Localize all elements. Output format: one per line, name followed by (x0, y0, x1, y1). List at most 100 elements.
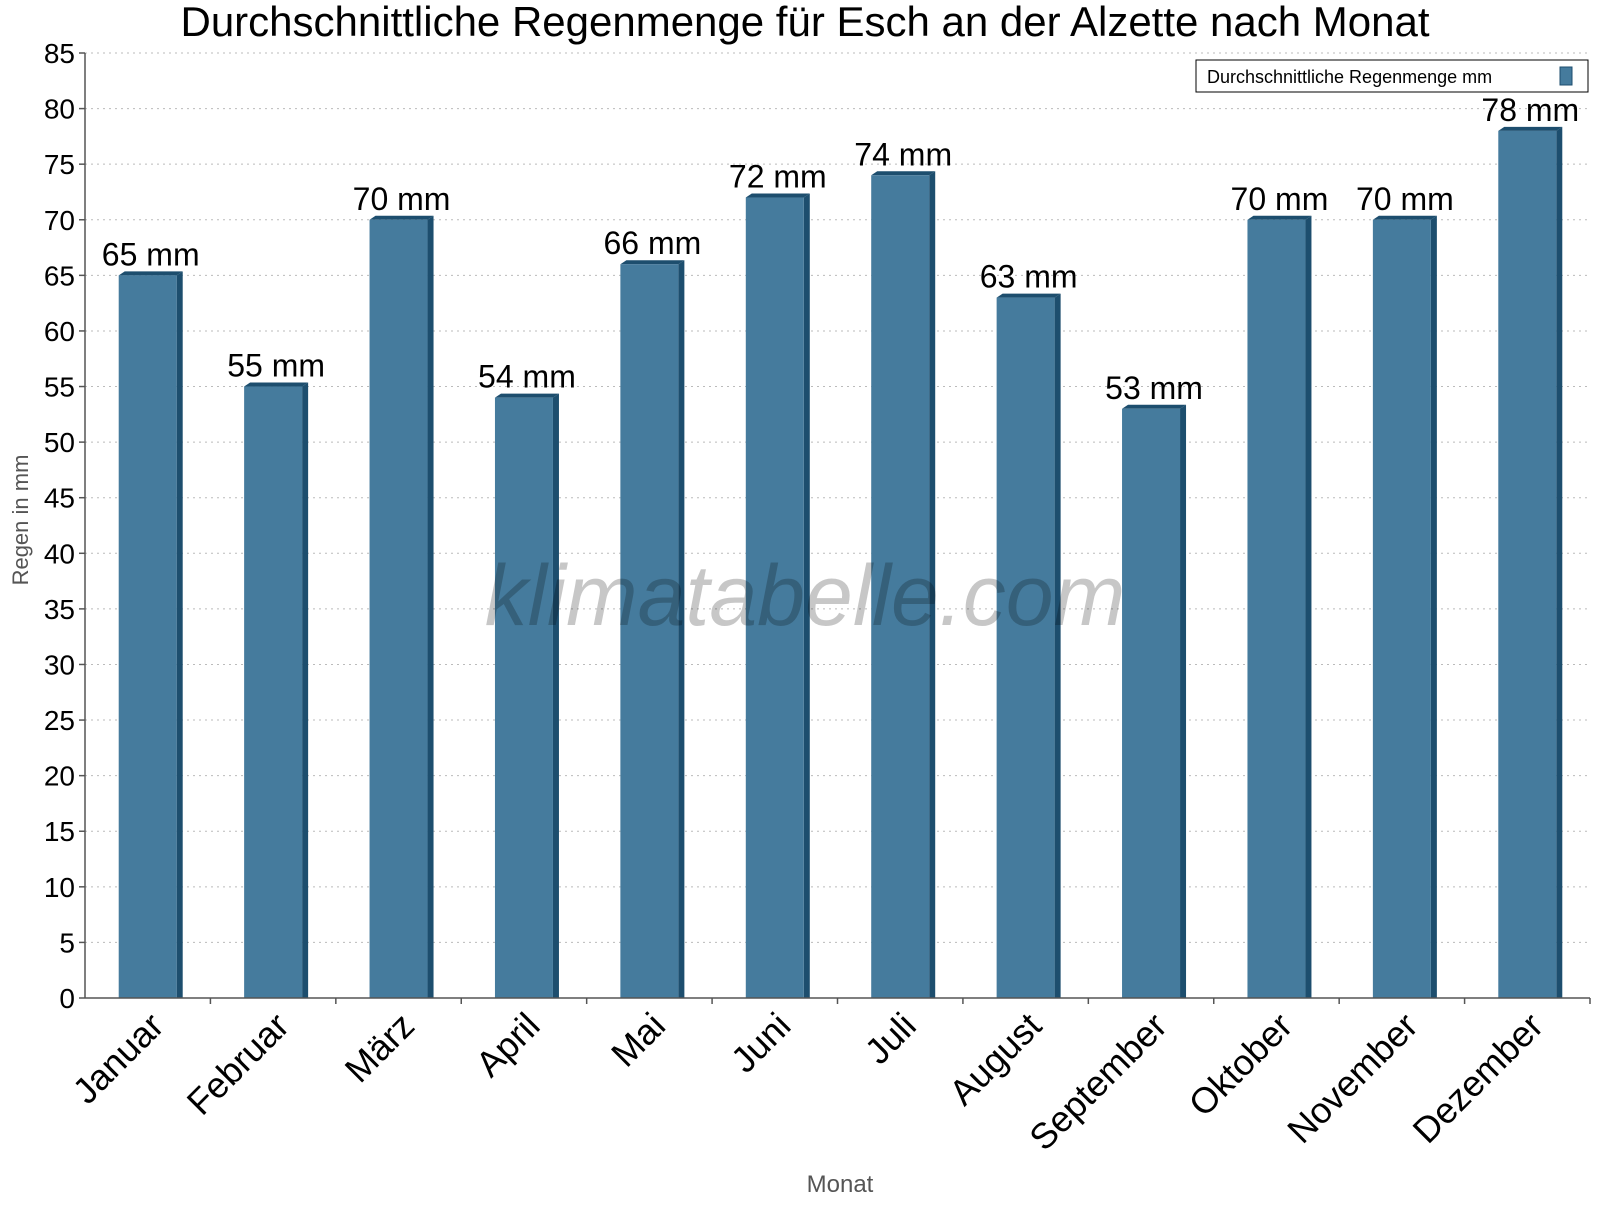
value-label: 74 mm (854, 136, 952, 172)
bar (1372, 215, 1437, 998)
x-tick-label: Januar (65, 1005, 172, 1112)
x-tick-label: Juni (723, 1005, 799, 1081)
bar-side (302, 382, 309, 998)
bar-top (996, 293, 1061, 298)
bar (871, 171, 936, 998)
y-tick-label: 25 (44, 705, 75, 736)
bar-front (620, 264, 679, 998)
x-tick-label: Oktober (1181, 1005, 1301, 1125)
bar-front (494, 397, 553, 998)
bar-top (745, 193, 810, 198)
bar (1498, 126, 1563, 998)
x-tick-label: Dezember (1405, 1005, 1551, 1151)
bar-side (929, 171, 936, 998)
bar-side (1180, 404, 1187, 998)
y-tick-label: 75 (44, 149, 75, 180)
y-tick-label: 35 (44, 594, 75, 625)
bar (1247, 215, 1312, 998)
x-axis-label: Monat (807, 1171, 874, 1198)
bar-side (803, 193, 810, 998)
bar-front (244, 386, 303, 998)
bar (745, 193, 810, 998)
bar-side (1556, 126, 1563, 998)
x-axis-ticks: Januar Februar März April Mai Juni Juli AugustS… (65, 998, 1591, 1159)
bar-top (871, 171, 936, 176)
x-tick-label: August (941, 1005, 1049, 1113)
bar-top (1372, 215, 1437, 220)
y-tick-label: 45 (44, 483, 75, 514)
bar (244, 382, 309, 998)
bar-front (369, 219, 428, 998)
legend-box (1195, 59, 1589, 93)
y-tick-label: 15 (44, 816, 75, 847)
bar-top (1498, 126, 1563, 131)
bar (996, 293, 1061, 998)
legend: Durchschnittliche Regenmenge mm (1195, 59, 1589, 93)
bar-side (176, 271, 183, 999)
x-tick-label: November (1279, 1005, 1425, 1151)
bar-top (620, 260, 685, 265)
x-tick-label: Juli (857, 1005, 924, 1072)
bar-side (1054, 293, 1061, 998)
y-tick-label: 65 (44, 260, 75, 291)
value-label: 54 mm (478, 359, 576, 395)
bar-front (1247, 219, 1306, 998)
bar-front (1372, 219, 1431, 998)
bar-front (871, 175, 930, 998)
bar (118, 271, 183, 999)
bar (620, 260, 685, 998)
y-tick-label: 60 (44, 316, 75, 347)
x-tick-label: Mai (603, 1005, 673, 1075)
value-label: 70 mm (1356, 181, 1454, 217)
x-tick-label: September (1021, 1005, 1175, 1159)
y-tick-label: 55 (44, 372, 75, 403)
value-labels: 65 mm 55 mm 70 mm 54 mm 66 mm 72 mm 74 mm 63 mm… (102, 92, 1579, 406)
bar-side (678, 260, 685, 998)
y-tick-label: 70 (44, 205, 75, 236)
bar-top (1247, 215, 1312, 220)
bar-top (118, 271, 183, 276)
y-tick-label: 50 (44, 427, 75, 458)
value-label: 70 mm (353, 181, 451, 217)
y-tick-label: 5 (59, 927, 75, 958)
chart-title: Durchschnittliche Regenmenge für Esch an… (180, 0, 1429, 45)
value-label: 55 mm (227, 348, 325, 384)
value-label: 65 mm (102, 236, 200, 272)
bar-side (1430, 215, 1437, 998)
value-label: 66 mm (603, 225, 701, 261)
bar-top (369, 215, 434, 220)
y-axis-ticks: 0 5 10 15 20 25 30 35 40 45 50 55 60 65 70 75 80 85 (44, 38, 85, 1014)
bar-side (552, 393, 559, 998)
y-tick-label: 10 (44, 872, 75, 903)
bar-top (494, 393, 559, 398)
bar (494, 393, 559, 998)
bar (369, 215, 434, 998)
bar (1122, 404, 1187, 998)
bar-top (1122, 404, 1187, 409)
value-label: 72 mm (729, 159, 827, 195)
bar-front (745, 197, 804, 998)
bar-front (1122, 408, 1181, 998)
bar-side (1305, 215, 1312, 998)
bar-front (1498, 130, 1557, 998)
legend-label: Durchschnittliche Regenmenge mm (1207, 67, 1492, 87)
value-label: 70 mm (1231, 181, 1329, 217)
value-label: 53 mm (1105, 370, 1203, 406)
value-label: 63 mm (980, 259, 1078, 295)
y-axis-label: Regen in mm (8, 455, 33, 586)
legend-swatch (1559, 66, 1573, 86)
bar-top (244, 382, 309, 387)
bar-front (996, 297, 1055, 998)
x-tick-label: März (337, 1005, 423, 1091)
y-tick-label: 30 (44, 649, 75, 680)
grid-lines (85, 52, 1590, 943)
watermark: klimatabelle.com (485, 548, 1125, 644)
y-tick-label: 80 (44, 94, 75, 125)
bar-side (427, 215, 434, 998)
bar-front (118, 275, 177, 999)
y-tick-label: 0 (59, 983, 75, 1014)
y-tick-label: 20 (44, 761, 75, 792)
value-label: 78 mm (1481, 92, 1579, 128)
